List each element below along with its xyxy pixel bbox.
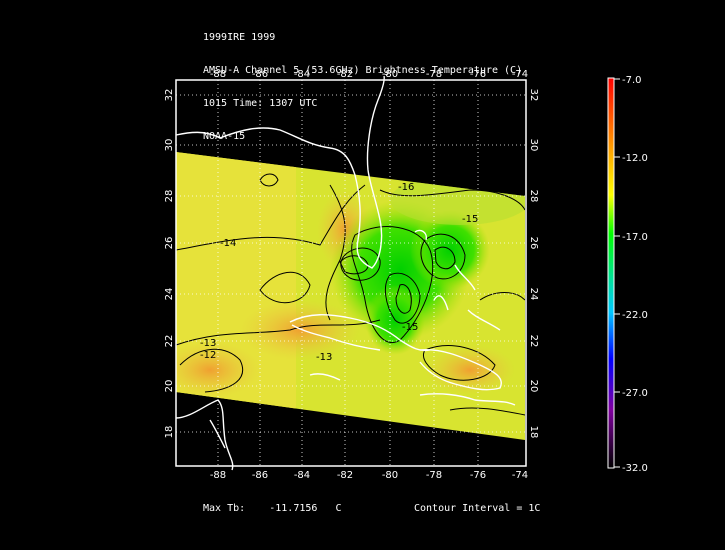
max-tb-value: -11.7156 (269, 503, 318, 514)
lat-label: 20 (528, 380, 539, 393)
lon-label: -78 (426, 69, 442, 80)
lon-label: -88 (210, 69, 226, 80)
contour-label: -14 (220, 238, 236, 249)
contour-label: -16 (398, 182, 414, 193)
lat-labels-right: 18 20 22 24 26 28 30 32 (528, 89, 539, 439)
max-tb-readout: Max Tb: -11.7156 C (203, 503, 342, 514)
lat-label: 20 (164, 380, 175, 393)
lat-label: 18 (164, 426, 175, 439)
lat-label: 30 (528, 139, 539, 152)
contour-value-labels: -16 -15 -14 -13 -12 -13 -15 (200, 182, 478, 363)
max-tb-unit: C (335, 503, 342, 514)
colorbar-label: -17.0 (622, 232, 648, 243)
lon-label: -82 (337, 470, 353, 481)
map-frame (175, 79, 527, 467)
lon-label: -80 (382, 69, 398, 80)
lat-label: 32 (164, 89, 175, 102)
lat-label: 22 (164, 335, 175, 348)
title-line-product: AMSU-A Channel 5 (53.6GHz) Brightness Te… (203, 65, 523, 76)
contour-lines (175, 173, 526, 416)
lon-label: -84 (294, 69, 310, 80)
title-line-time: 1015 Time: 1307 UTC (203, 98, 318, 109)
max-tb-label: Max Tb: (203, 503, 246, 514)
colorbar-label: -7.0 (622, 75, 642, 86)
lat-label: 28 (528, 190, 539, 203)
lon-label: -78 (426, 470, 442, 481)
lon-label: -80 (382, 470, 398, 481)
lon-label: -86 (252, 69, 268, 80)
lon-label: -82 (337, 69, 353, 80)
lat-label: 22 (528, 335, 539, 348)
colorbar-label: -27.0 (622, 388, 648, 399)
lat-label: 30 (164, 139, 175, 152)
title-line-storm: 1999IRE 1999 (203, 32, 276, 43)
colorbar (607, 77, 615, 469)
lat-label: 24 (528, 288, 539, 301)
contour-label: -13 (316, 352, 332, 363)
coastlines (175, 75, 516, 471)
lon-label: -74 (512, 470, 528, 481)
contour-interval: Contour Interval = 1C (414, 503, 541, 514)
lat-label: 32 (528, 89, 539, 102)
lat-label: 28 (164, 190, 175, 203)
lon-labels-top: -88 -86 -84 -82 -80 -78 -76 -74 (210, 69, 528, 80)
contour-label: -15 (462, 214, 478, 225)
lat-label: 26 (164, 237, 175, 250)
colorbar-label: -12.0 (622, 153, 648, 164)
lon-label: -86 (252, 470, 268, 481)
contour-label: -13 (200, 338, 216, 349)
contour-label: -12 (200, 350, 216, 361)
lat-label: 24 (164, 288, 175, 301)
lat-label: 26 (528, 237, 539, 250)
lon-labels-bottom: -88 -86 -84 -82 -80 -78 -76 -74 (210, 470, 528, 481)
lon-label: -76 (470, 69, 486, 80)
lon-label: -76 (470, 470, 486, 481)
contour-label: -15 (402, 322, 418, 333)
lon-label: -84 (294, 470, 310, 481)
graticule (176, 80, 526, 466)
colorbar-label: -22.0 (622, 310, 648, 321)
colorbar-label: -32.0 (622, 463, 648, 474)
lat-labels-left: 18 20 22 24 26 28 30 32 (164, 89, 175, 439)
lat-label: 18 (528, 426, 539, 439)
lon-label: -74 (512, 69, 528, 80)
lon-label: -88 (210, 470, 226, 481)
colorbar-labels: -7.0 -12.0 -17.0 -22.0 -27.0 -32.0 (614, 75, 648, 474)
